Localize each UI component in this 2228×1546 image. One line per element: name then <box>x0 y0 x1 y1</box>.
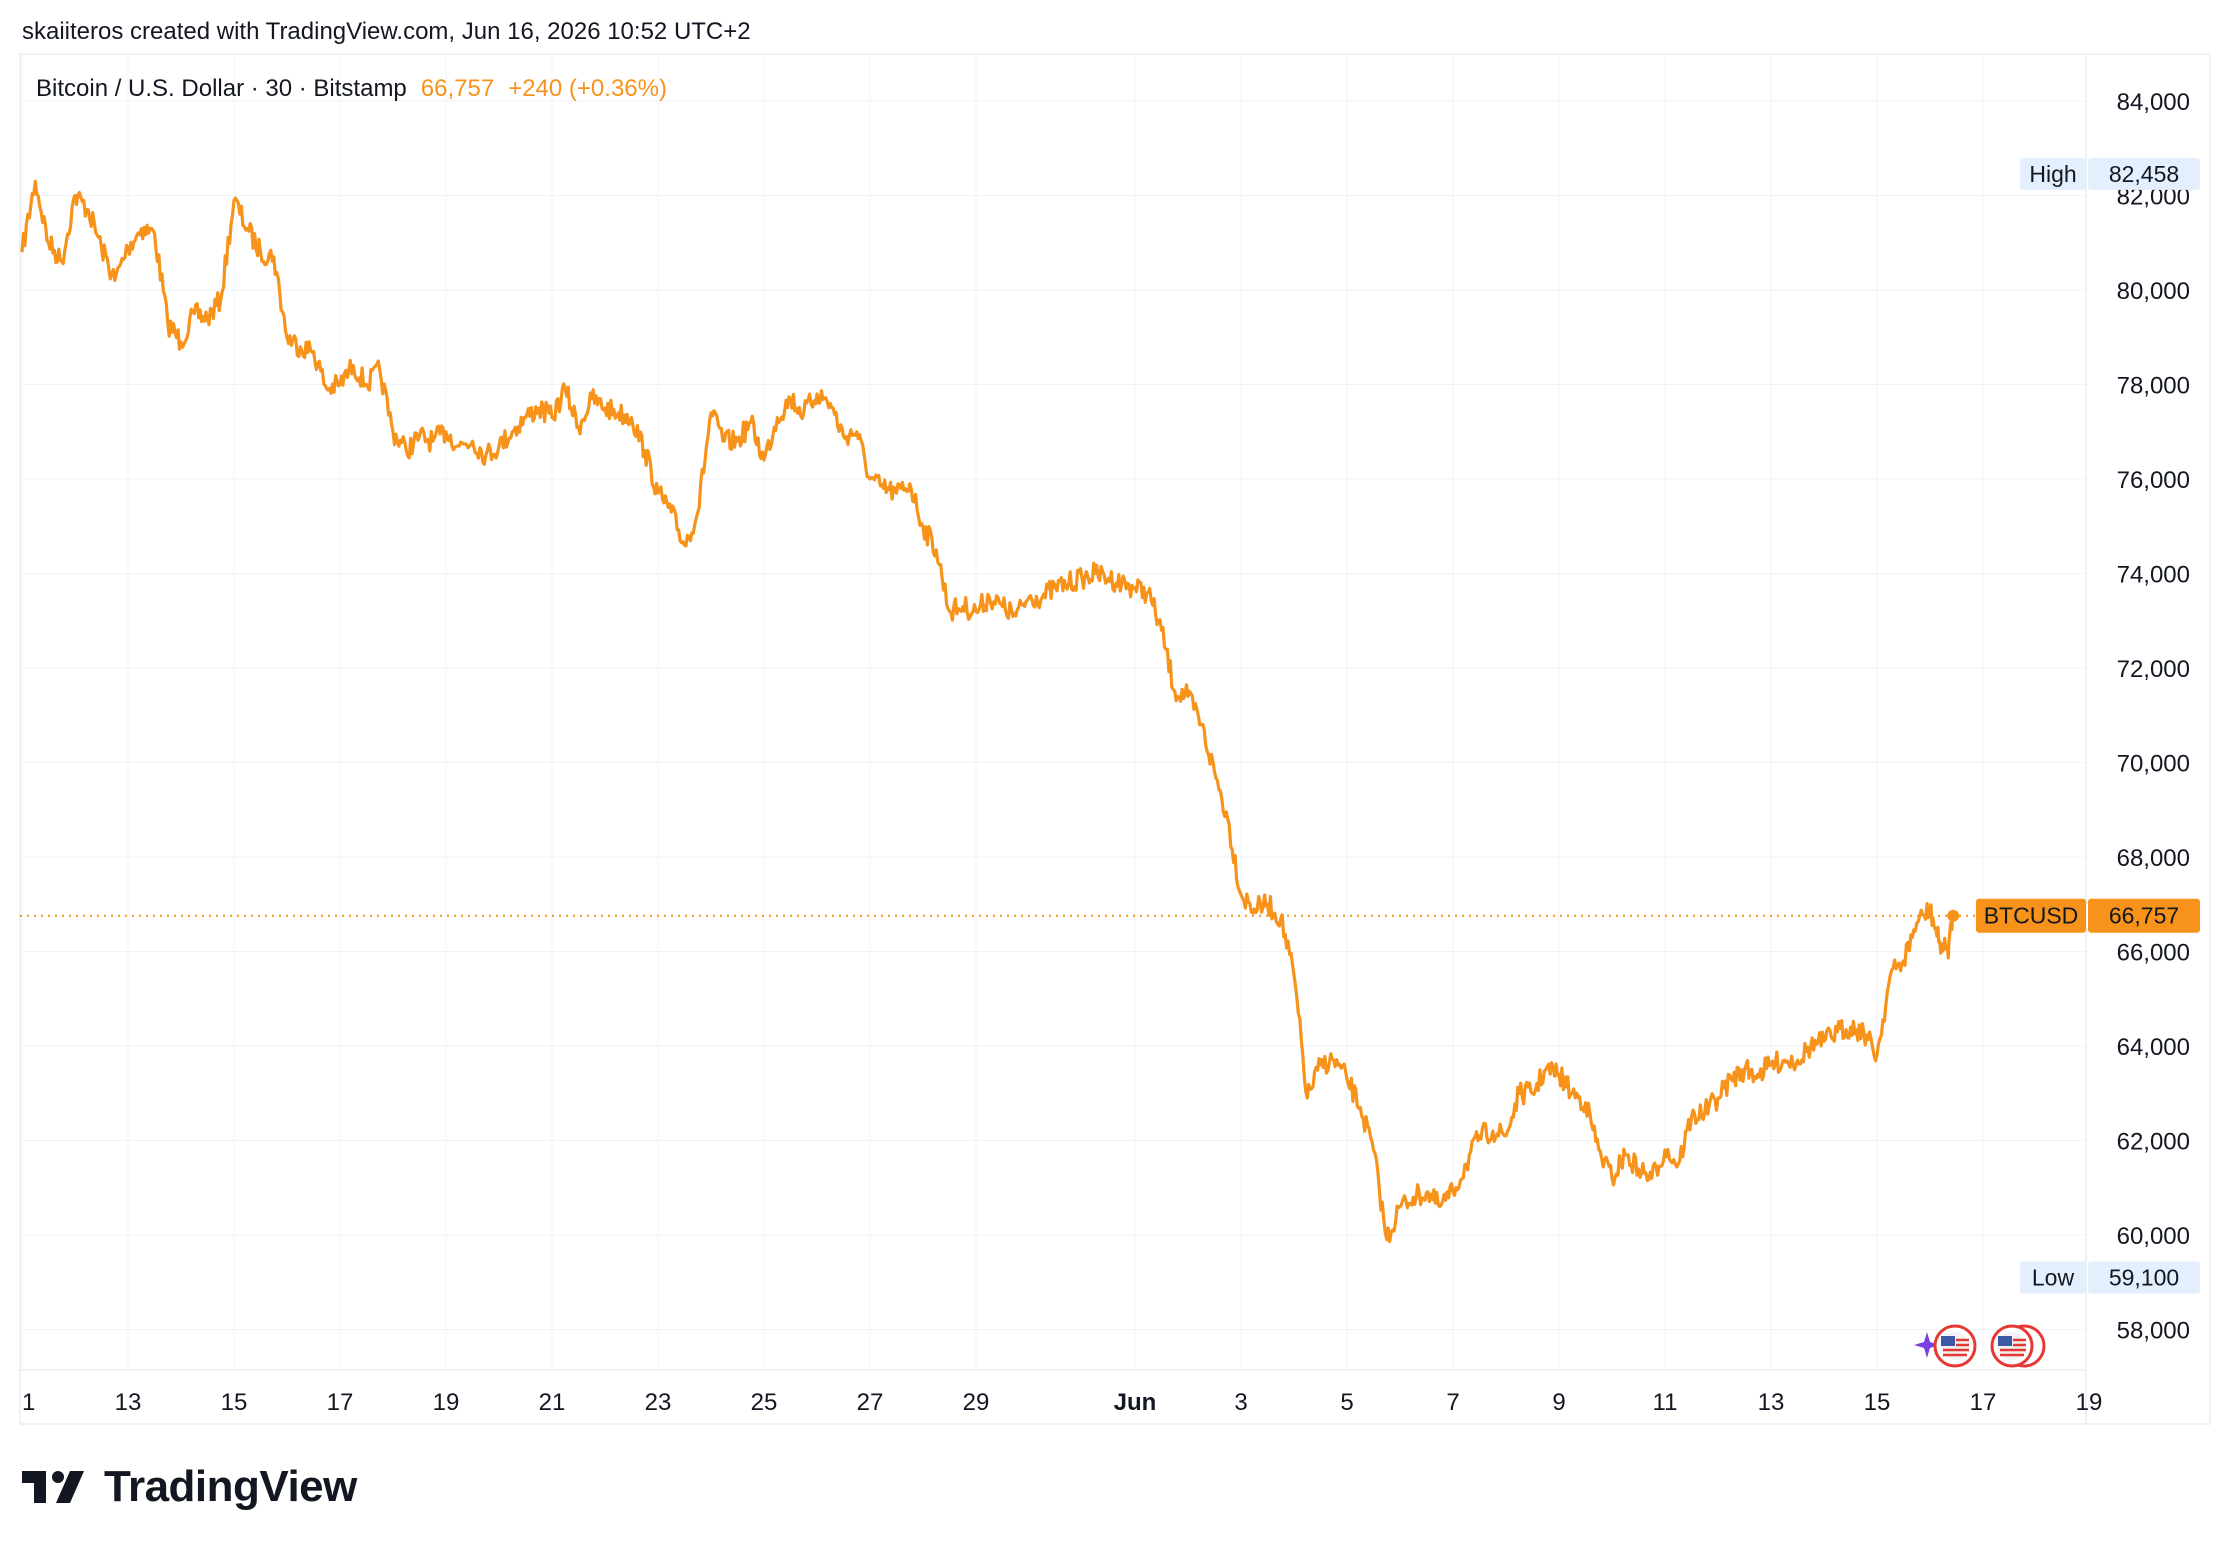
current-price-label-bg <box>1976 898 2086 933</box>
time-tick-label: 13 <box>115 1389 142 1416</box>
low-badge-label-bg <box>2020 1261 2086 1294</box>
price-tick-label: 64,000 <box>2117 1034 2190 1061</box>
price-tick-label: 58,000 <box>2117 1318 2190 1345</box>
chart-frame <box>19 53 2211 1425</box>
time-tick-label: 25 <box>751 1389 778 1416</box>
tradingview-logo[interactable]: TradingView <box>22 1462 357 1512</box>
high-badge-value: 82,458 <box>2109 161 2179 187</box>
us-flag-event-icon-stack[interactable] <box>1990 1324 2046 1368</box>
price-tick-label: 60,000 <box>2117 1223 2190 1250</box>
low-badge-label: Low <box>2032 1265 2075 1291</box>
time-tick-label: 3 <box>1234 1389 1247 1416</box>
time-tick-label: 15 <box>221 1389 248 1416</box>
current-price-badge: BTCUSD 66,757 <box>1976 898 2200 933</box>
high-badge-label: High <box>2029 161 2076 187</box>
high-badge: High 82,458 <box>2020 157 2200 190</box>
current-price-label: BTCUSD <box>1984 903 2079 929</box>
high-badge-value-bg <box>2088 157 2200 190</box>
high-badge-label-bg <box>2020 157 2086 190</box>
price-scale-badges: High 82,458 Low 59,100 BTCUSD 66,757 <box>1976 157 2200 1294</box>
current-price-value-bg <box>2088 898 2200 933</box>
low-badge: Low 59,100 <box>2020 1261 2200 1294</box>
time-tick-label: 23 <box>645 1389 672 1416</box>
time-tick-label: 9 <box>1552 1389 1565 1416</box>
price-tick-label: 84,000 <box>2117 89 2190 116</box>
last-price-marker <box>1947 909 1960 922</box>
price-tick-label: 66,000 <box>2117 940 2190 967</box>
time-tick-label: 15 <box>1864 1389 1891 1416</box>
legend-last-price: 66,757 <box>420 75 495 102</box>
time-tick-label: 7 <box>1446 1389 1459 1416</box>
price-tick-label: 68,000 <box>2117 845 2190 872</box>
time-tick-label: 19 <box>433 1389 460 1416</box>
price-tick-label: 62,000 <box>2117 1129 2190 1156</box>
time-tick-label: 5 <box>1340 1389 1353 1416</box>
tradingview-logo-icon <box>22 1471 84 1503</box>
chart-grid <box>20 54 2086 1370</box>
time-tick-label: 17 <box>1970 1389 1997 1416</box>
current-price-value: 66,757 <box>2109 903 2179 929</box>
time-tick-label: 29 <box>963 1389 990 1416</box>
price-tick-label: 72,000 <box>2117 656 2190 683</box>
tradingview-logo-text: TradingView <box>104 1462 357 1511</box>
us-flag-event-icon[interactable] <box>1933 1324 1977 1368</box>
price-tick-label: 78,000 <box>2117 373 2190 400</box>
time-tick-label: 17 <box>327 1389 354 1416</box>
price-tick-label: 74,000 <box>2117 562 2190 589</box>
low-badge-value: 59,100 <box>2109 1265 2179 1291</box>
low-badge-value-bg <box>2088 1261 2200 1294</box>
price-tick-label: 80,000 <box>2117 278 2190 305</box>
time-tick-label: 21 <box>539 1389 566 1416</box>
axis-labels: 84,00082,00080,00078,00076,00074,00072,0… <box>22 89 2190 1416</box>
chart-legend[interactable]: Bitcoin / U.S. Dollar · 30 · Bitstamp 66… <box>36 75 667 103</box>
time-tick-label: 13 <box>1758 1389 1785 1416</box>
price-line-series <box>20 179 1955 1244</box>
time-tick-label: 1 <box>22 1389 35 1416</box>
time-tick-label: 19 <box>2076 1389 2103 1416</box>
price-tick-label: 76,000 <box>2117 467 2190 494</box>
event-icons-group[interactable] <box>1914 1324 2046 1368</box>
time-tick-label: Jun <box>1114 1389 1157 1416</box>
legend-symbol[interactable]: Bitcoin / U.S. Dollar · 30 · Bitstamp <box>36 75 407 102</box>
legend-change: +240 (+0.36%) <box>508 75 667 102</box>
time-tick-label: 27 <box>857 1389 884 1416</box>
ai-sparkle-icon[interactable] <box>1914 1332 1940 1358</box>
time-tick-label: 11 <box>1653 1389 1678 1416</box>
price-tick-label: 70,000 <box>2117 751 2190 778</box>
chart-attribution: skaiiteros created with TradingView.com,… <box>22 18 751 45</box>
